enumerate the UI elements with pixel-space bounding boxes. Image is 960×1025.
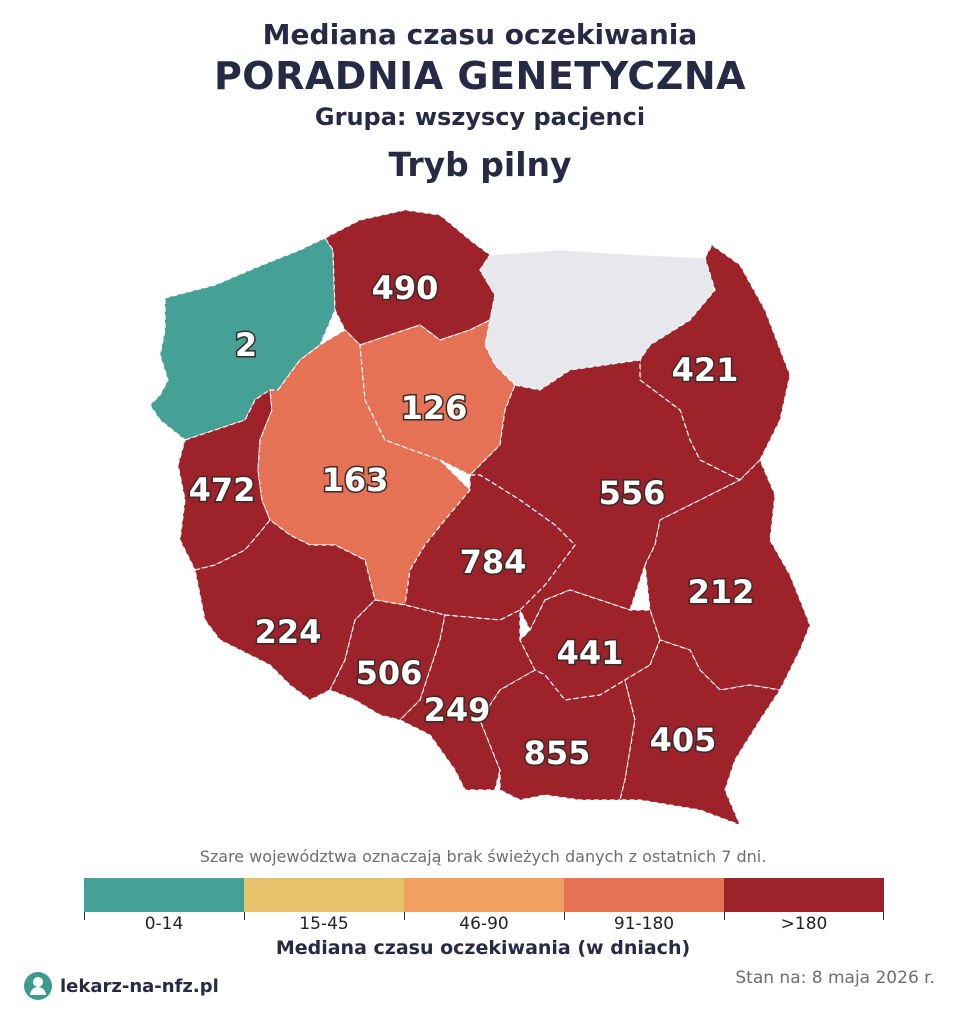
region-swietokrzyskie[interactable] [519,589,661,701]
value-label-wielkopolskie: 163 [322,461,389,499]
value-label-podkarpackie: 405 [650,721,717,759]
region-slaskie[interactable] [398,609,536,791]
brand-name: lekarz-na-nfz.pl [60,975,219,997]
value-label-mazowieckie: 556 [599,474,666,512]
value-label-lubuskie: 472 [189,471,256,509]
subtitle-metric: Mediana czasu oczekiwania [262,18,698,51]
value-label-kujawsko-pomorskie: 126 [401,389,468,427]
legend-swatch [564,878,724,912]
legend-ticks [84,912,884,920]
legend-title: Mediana czasu oczekiwania (w dniach) [275,937,691,959]
legend-label: 91-180 [613,914,675,934]
no-data-note: Szare województwa oznaczają brak świeżyc… [199,847,767,866]
value-label-pomorskie: 490 [372,269,439,307]
page-title: PORADNIA GENETYCZNA [213,54,747,98]
region-podkarpackie[interactable] [619,639,782,827]
legend-label: >180 [780,914,828,934]
value-label-opolskie: 506 [356,654,423,692]
legend-labels: 0-14 15-45 46-90 91-180 >180 [84,914,884,934]
legend-tick [84,912,85,920]
legend-tick [244,912,245,920]
legend-label: 15-45 [299,914,349,934]
legend-tick [404,912,405,920]
value-label-swietokrzyskie: 441 [557,634,624,672]
brand[interactable]: lekarz-na-nfz.pl [24,972,219,1000]
doctor-logo-icon [24,972,52,1000]
legend-swatch [244,878,404,912]
mode-title: Tryb pilny [388,145,572,184]
value-label-lodzkie: 784 [460,543,527,581]
legend-color-bar [84,878,884,912]
legend-label: 46-90 [459,914,509,934]
value-label-malopolskie: 855 [524,734,591,772]
patient-group: Grupa: wszyscy pacjenci [314,103,646,131]
region-dolnoslaskie[interactable] [194,519,376,701]
legend-tick [883,912,884,920]
value-label-slaskie: 249 [424,691,491,729]
region-warminsko-mazurskie[interactable] [479,249,716,391]
legend-label: 0-14 [144,914,184,934]
value-label-dolnoslaskie: 224 [255,613,322,651]
legend-tick [564,912,565,920]
data-date: Stan na: 8 maja 2026 r. [735,968,935,988]
value-label-podlaskie: 421 [672,351,739,389]
value-label-zachodniopomorskie: 2 [235,326,257,364]
legend-swatch [724,878,884,912]
legend-swatch [404,878,564,912]
legend-tick [724,912,725,920]
region-malopolskie[interactable] [479,669,636,801]
legend-swatch [84,878,244,912]
value-label-lubelskie: 212 [688,573,755,611]
